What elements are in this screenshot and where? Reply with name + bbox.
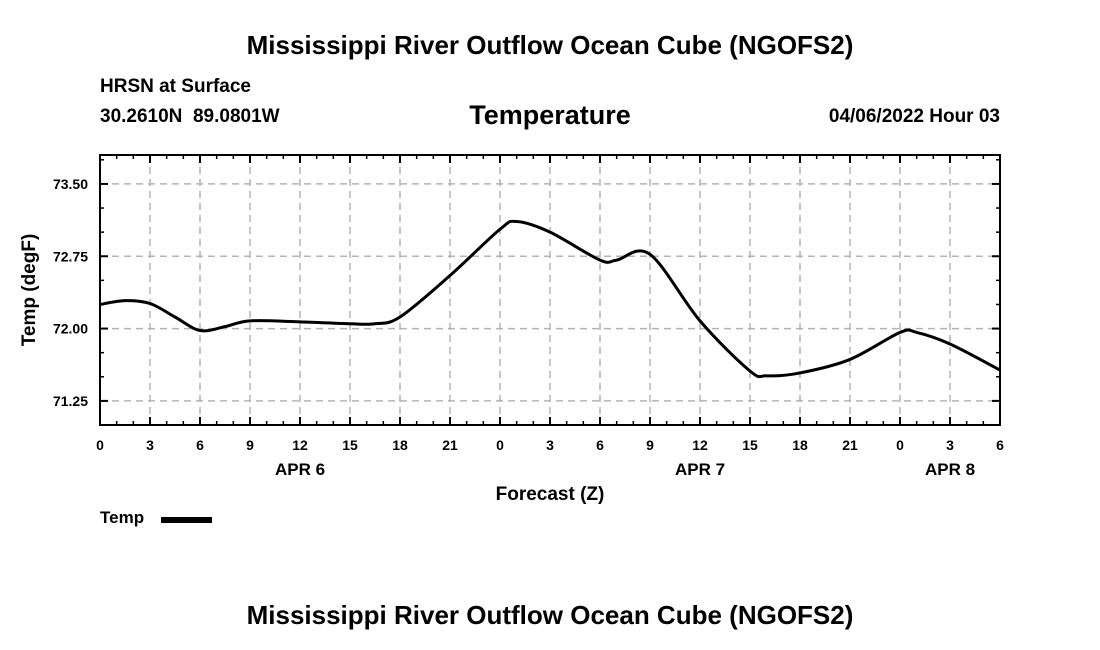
coordinates-label: 30.2610N 89.0801W xyxy=(100,106,280,127)
legend-line-swatch xyxy=(161,517,212,523)
y-tick-label: 71.25 xyxy=(53,393,88,409)
x-tick-label: 3 xyxy=(546,437,554,453)
x-tick-label: 0 xyxy=(496,437,504,453)
legend-label: Temp xyxy=(100,508,145,527)
x-tick-label: 15 xyxy=(742,437,758,453)
x-tick-label: 12 xyxy=(692,437,708,453)
chart-main-title: Mississippi River Outflow Ocean Cube (NG… xyxy=(246,30,854,60)
series-layer xyxy=(99,219,1001,379)
x-tick-label: 15 xyxy=(342,437,358,453)
x-axis-label: Forecast (Z) xyxy=(496,484,605,505)
x-tick-label: 6 xyxy=(996,437,1004,453)
x-tick-label: 18 xyxy=(792,437,808,453)
variable-title: Temperature xyxy=(469,100,631,130)
y-axis-label: Temp (degF) xyxy=(19,234,40,347)
day-label: APR 7 xyxy=(675,460,725,479)
legend: Temp xyxy=(100,508,144,532)
station-label: HRSN at Surface xyxy=(100,76,251,97)
x-tick-label: 9 xyxy=(646,437,654,453)
x-tick-label: 6 xyxy=(196,437,204,453)
x-tick-label: 18 xyxy=(392,437,408,453)
x-tick-label: 21 xyxy=(442,437,458,453)
axes-layer xyxy=(99,154,1001,426)
x-tick-label: 6 xyxy=(596,437,604,453)
x-tick-label: 0 xyxy=(896,437,904,453)
x-tick-label: 12 xyxy=(292,437,308,453)
datetime-label: 04/06/2022 Hour 03 xyxy=(828,106,1000,127)
series-line-temp xyxy=(99,219,1001,379)
y-tick-label: 73.50 xyxy=(53,176,88,192)
x-tick-label: 3 xyxy=(146,437,154,453)
grid-layer xyxy=(100,155,1000,425)
x-tick-label: 3 xyxy=(946,437,954,453)
x-tick-label: 9 xyxy=(246,437,254,453)
x-tick-label: 21 xyxy=(842,437,858,453)
x-tick-label: 0 xyxy=(96,437,104,453)
day-label: APR 8 xyxy=(925,460,975,479)
labels-layer: 0 3 6 9 12 15 18 21 0 3 6 9 12 15 18 21 0 3 6 71.25 72.00 72.… xyxy=(19,176,1004,505)
day-label: APR 6 xyxy=(275,460,325,479)
chart-bottom-title: Mississippi River Outflow Ocean Cube (NG… xyxy=(246,600,854,630)
y-tick-label: 72.00 xyxy=(53,321,88,337)
y-tick-label: 72.75 xyxy=(53,248,88,264)
plot-frame xyxy=(99,154,1001,426)
